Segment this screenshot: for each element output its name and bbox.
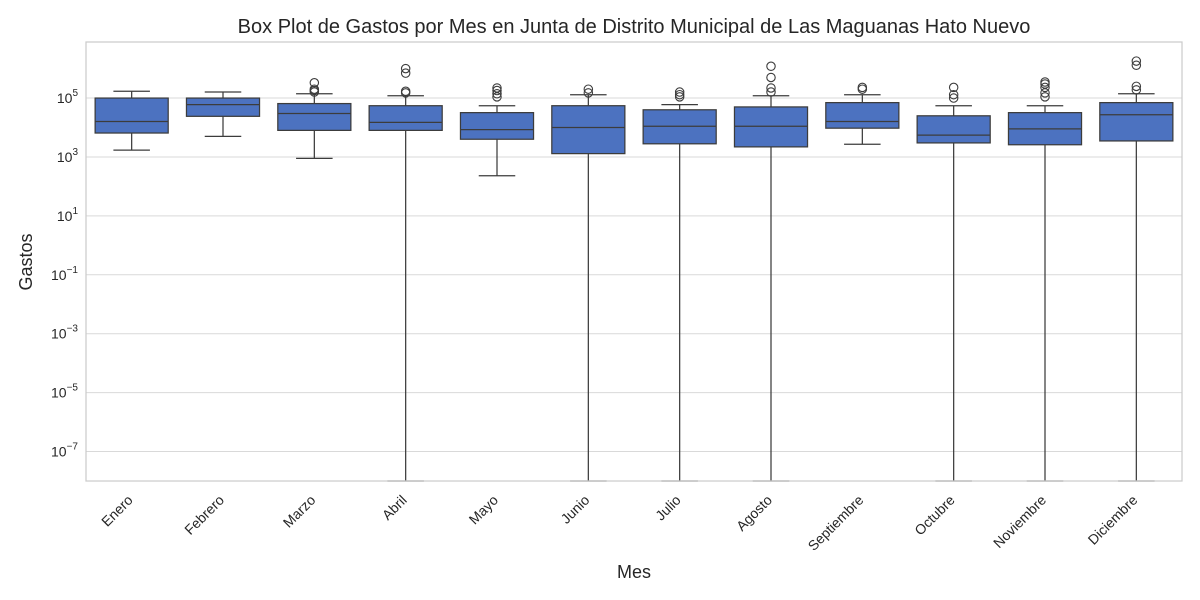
y-tick-label: 10−1 xyxy=(51,265,78,283)
outlier-point xyxy=(766,87,776,97)
outlier-point xyxy=(857,82,868,93)
x-tick-label: Noviembre xyxy=(990,492,1049,551)
outlier-point xyxy=(1040,92,1050,102)
y-tick-label: 10−3 xyxy=(51,324,78,342)
box-iqr xyxy=(551,105,626,155)
box-septiembre xyxy=(825,82,900,145)
outlier-point xyxy=(492,83,502,93)
x-tick-labels: Enero Febrero Marzo Abril Mayo Junio Julio Agos… xyxy=(98,492,1141,554)
box-enero xyxy=(94,90,169,151)
outlier-point xyxy=(309,84,320,94)
outlier-point xyxy=(766,61,776,72)
box-iqr xyxy=(1099,101,1174,142)
outlier-point xyxy=(1131,85,1142,95)
outlier-point xyxy=(400,68,411,78)
y-tick-labels: 105 103 101 10−1 10−3 10−5 10−7 xyxy=(51,88,78,459)
x-tick-label: Marzo xyxy=(280,492,319,531)
outlier-point xyxy=(1131,81,1142,92)
box-junio xyxy=(551,84,626,482)
x-tick-label: Julio xyxy=(652,492,684,524)
box-julio xyxy=(642,87,717,482)
outlier-point xyxy=(583,88,594,98)
outlier-point xyxy=(674,87,685,97)
x-tick-label: Enero xyxy=(98,492,136,530)
box-series xyxy=(94,56,1174,482)
x-axis-label: Mes xyxy=(617,562,651,582)
box-iqr xyxy=(916,115,991,144)
box-iqr xyxy=(459,112,535,140)
x-tick-label: Junio xyxy=(557,492,592,527)
outlier-point xyxy=(1131,60,1142,70)
box-iqr xyxy=(825,101,900,129)
x-tick-label: Diciembre xyxy=(1085,492,1141,548)
x-tick-label: Agosto xyxy=(733,492,775,534)
outlier-point xyxy=(674,92,685,102)
outlier-point xyxy=(492,85,502,96)
box-noviembre xyxy=(1007,77,1083,482)
plot-frame xyxy=(85,41,1183,482)
outlier-point xyxy=(1131,56,1142,66)
y-axis-label: Gastos xyxy=(16,233,36,290)
y-tick-label: 103 xyxy=(57,147,79,165)
x-tick-label: Septiembre xyxy=(805,492,867,554)
outlier-point xyxy=(400,63,411,74)
y-tick-label: 10−7 xyxy=(51,442,78,460)
outlier-point xyxy=(674,89,685,100)
box-diciembre xyxy=(1099,56,1174,482)
box-octubre xyxy=(916,82,991,482)
outlier-point xyxy=(1040,82,1050,93)
box-iqr xyxy=(185,97,261,117)
outlier-point xyxy=(400,86,411,97)
box-agosto xyxy=(733,61,809,482)
box-iqr xyxy=(277,102,352,131)
chart-title: Box Plot de Gastos por Mes en Junta de D… xyxy=(238,16,1031,38)
grid-lines xyxy=(86,97,1182,453)
x-tick-label: Mayo xyxy=(466,492,502,528)
outlier-point xyxy=(583,84,594,94)
y-tick-label: 10−5 xyxy=(51,383,78,401)
outlier-point xyxy=(948,89,959,100)
box-abril xyxy=(368,63,443,482)
y-tick-label: 101 xyxy=(57,206,79,224)
box-iqr xyxy=(94,97,169,134)
outlier-point xyxy=(309,78,320,88)
outlier-point xyxy=(492,89,502,99)
box-febrero xyxy=(185,91,261,138)
x-tick-label: Abril xyxy=(379,492,410,523)
outlier-point xyxy=(766,72,776,83)
box-mayo xyxy=(459,83,535,177)
box-marzo xyxy=(277,78,352,159)
outlier-point xyxy=(1040,77,1050,87)
x-tick-label: Octubre xyxy=(911,492,958,539)
outlier-point xyxy=(766,83,776,93)
outlier-point xyxy=(948,93,959,103)
outlier-point xyxy=(948,82,959,93)
x-tick-label: Febrero xyxy=(181,492,227,538)
box-iqr xyxy=(368,105,443,131)
y-tick-label: 105 xyxy=(57,88,79,106)
